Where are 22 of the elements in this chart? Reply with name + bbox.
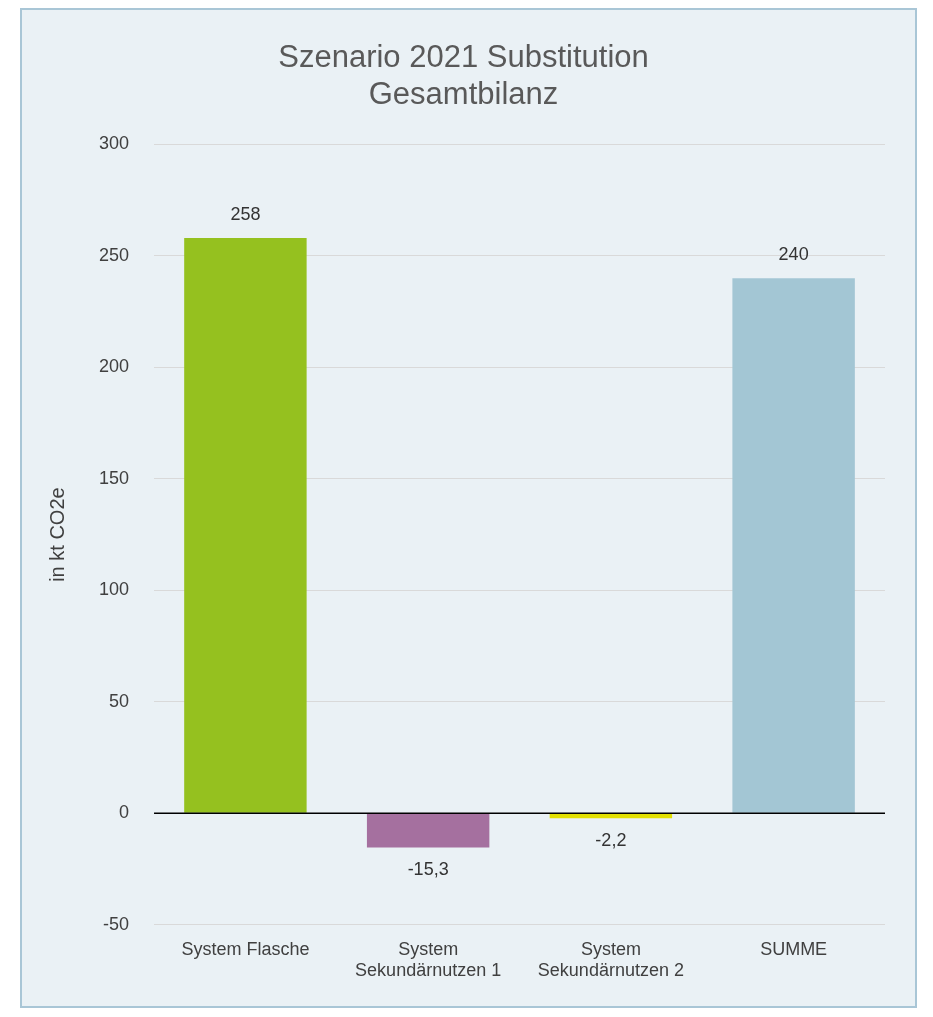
y-tick-label: 100	[98, 579, 130, 600]
data-label: 258	[230, 204, 261, 225]
y-tick-label: 250	[98, 244, 130, 265]
data-label: -2,2	[595, 830, 627, 851]
bar	[366, 813, 490, 848]
x-tick-label: System Sekundärnutzen 1	[355, 938, 502, 981]
x-tick-label: System Flasche	[181, 938, 310, 959]
bar	[732, 278, 855, 813]
y-tick-label: 0	[119, 802, 130, 823]
y-tick-label: -50	[103, 913, 130, 934]
y-axis-title: in kt CO2e	[45, 487, 68, 582]
x-tick-label: System Sekundärnutzen 2	[537, 938, 684, 981]
bar	[184, 238, 307, 813]
chart-title: Szenario 2021 Substitution Gesamtbilanz	[278, 39, 649, 112]
bar	[549, 813, 673, 819]
y-tick-label: 150	[98, 467, 130, 488]
data-label: 240	[778, 244, 809, 265]
y-tick-label: 300	[98, 133, 130, 154]
data-label: -15,3	[407, 859, 449, 880]
x-tick-label: SUMME	[760, 938, 828, 959]
y-tick-label: 200	[98, 356, 130, 377]
y-tick-label: 50	[109, 690, 130, 711]
